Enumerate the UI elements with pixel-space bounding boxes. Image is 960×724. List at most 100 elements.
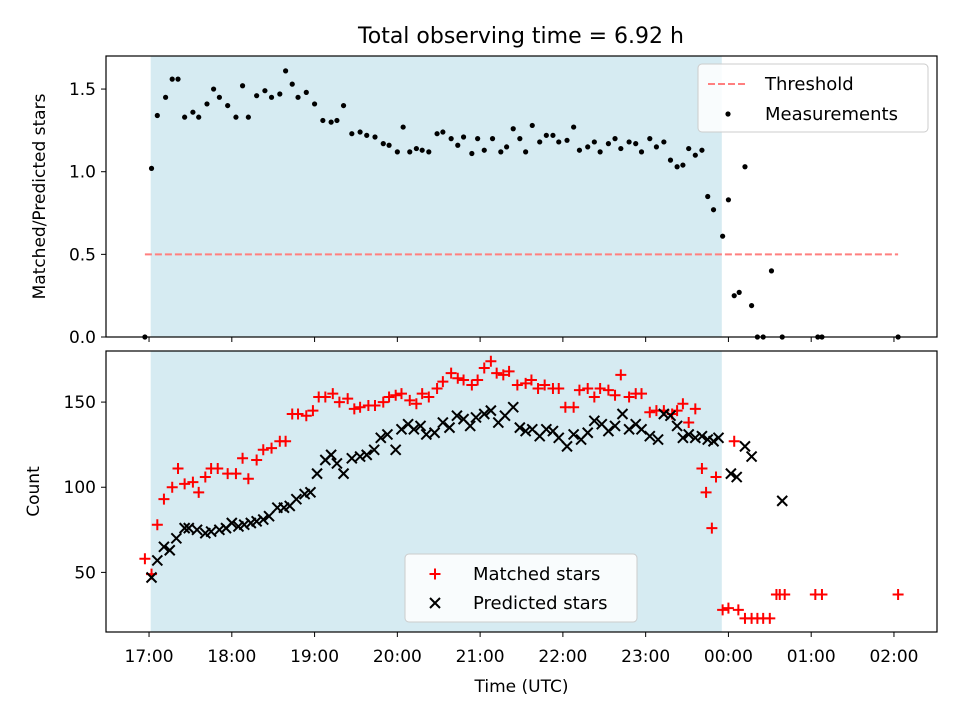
measurement-point <box>556 139 562 145</box>
matched-point <box>636 388 648 400</box>
matched-point <box>383 391 395 403</box>
measurement-point <box>585 144 591 150</box>
predicted-point <box>739 440 751 453</box>
measurement-point <box>725 197 732 203</box>
matched-point <box>588 391 600 403</box>
y-tick-label: 0.5 <box>69 245 96 265</box>
predicted-point <box>263 510 275 522</box>
matched-point <box>307 405 319 417</box>
predicted-point <box>145 571 158 584</box>
plot-area <box>142 56 901 340</box>
matched-point <box>892 589 904 601</box>
measurement-point <box>413 145 419 152</box>
x-tick-label: 18:00 <box>207 647 256 667</box>
x-tick-label: 22:00 <box>538 647 587 667</box>
legend-box <box>404 553 638 623</box>
measurement-point <box>364 132 370 138</box>
matched-point <box>212 463 224 475</box>
measurement-point <box>460 134 467 140</box>
matched-point <box>602 384 614 396</box>
measurement-point <box>148 165 155 171</box>
y-tick-label: 1.0 <box>69 163 96 183</box>
matched-point <box>623 391 635 403</box>
matched-point <box>503 365 515 377</box>
measurement-point <box>372 134 378 140</box>
predicted-point <box>616 408 629 420</box>
measurement-point <box>419 147 425 153</box>
matched-point <box>390 389 402 401</box>
predicted-point <box>290 493 303 505</box>
measurement-point <box>633 141 639 147</box>
measurement-point <box>699 147 705 153</box>
predicted-point <box>514 421 526 434</box>
measurement-point <box>576 147 583 153</box>
observing-span <box>150 56 722 337</box>
matched-point <box>525 374 537 386</box>
matched-point <box>511 379 523 391</box>
x-tick-label: 21:00 <box>456 647 505 667</box>
x-tick-label: 19:00 <box>290 647 339 667</box>
measurement-point <box>705 193 711 200</box>
matched-point <box>172 463 184 475</box>
measurement-point <box>550 132 556 138</box>
y-tick-label: 50 <box>74 563 96 583</box>
predicted-point <box>623 423 635 436</box>
predicted-point <box>730 471 743 483</box>
matched-point <box>292 408 304 420</box>
matched-point <box>354 401 366 413</box>
predicted-point <box>689 432 702 444</box>
predicted-point <box>408 423 420 436</box>
matched-point <box>158 493 170 505</box>
matched-point <box>423 391 435 403</box>
measurement-point <box>289 81 295 87</box>
legend: Matched stars Predicted stars <box>404 553 638 623</box>
measurement-point <box>320 117 326 124</box>
measurement-point <box>407 149 413 155</box>
predicted-point <box>567 428 580 441</box>
predicted-point <box>582 427 594 439</box>
measurement-point <box>768 268 775 274</box>
x-tick-label: 17:00 <box>125 647 174 667</box>
matched-point <box>342 393 354 405</box>
predicted-point <box>414 420 427 432</box>
measurement-point <box>283 68 289 74</box>
measurement-point <box>448 136 454 142</box>
matched-point <box>764 612 776 624</box>
measurement-point <box>564 137 570 143</box>
matched-point <box>710 471 722 483</box>
predicted-point <box>725 467 737 480</box>
measurement-point <box>720 233 726 239</box>
chart-title: Total observing time = 6.92 h <box>357 24 684 49</box>
measurement-point <box>710 207 717 213</box>
predicted-point <box>682 428 695 441</box>
matched-point <box>437 376 449 388</box>
matched-point <box>410 398 422 410</box>
matched-point <box>466 379 478 391</box>
measurement-point <box>334 117 340 124</box>
matched-point <box>644 406 656 418</box>
measurement-point <box>455 142 461 148</box>
predicted-point <box>553 432 565 444</box>
predicted-point <box>354 450 366 463</box>
measurement-point <box>686 145 692 152</box>
measurement-point <box>303 89 309 95</box>
measurement-point <box>277 91 283 97</box>
matched-point <box>573 384 585 396</box>
series-predicted-stars <box>145 401 788 584</box>
measurement-point <box>510 126 516 132</box>
measurement-point <box>169 76 175 82</box>
matched-point <box>348 403 360 415</box>
matched-point <box>237 452 249 464</box>
measurement-point <box>190 109 196 115</box>
predicted-point <box>361 449 373 461</box>
matched-point <box>327 388 339 400</box>
matched-point <box>568 401 580 413</box>
predicted-point <box>325 449 337 461</box>
measurement-point <box>204 101 210 107</box>
predicted-point <box>519 425 532 437</box>
predicted-point <box>464 420 476 432</box>
measurement-point <box>605 141 612 147</box>
matched-point <box>816 589 828 601</box>
matched-point <box>717 604 729 616</box>
